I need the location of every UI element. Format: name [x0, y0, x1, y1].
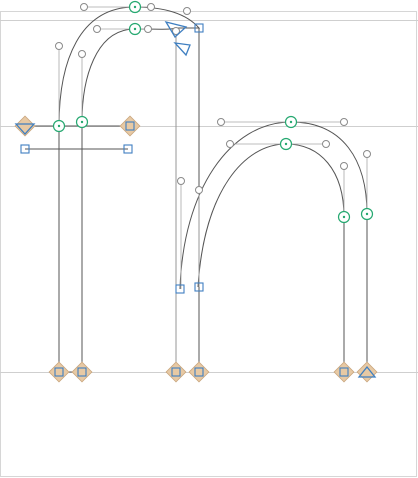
f-contour-path[interactable] [58, 6, 201, 373]
n-arch-outer-path[interactable] [179, 121, 368, 372]
smooth-node[interactable] [337, 210, 351, 224]
control-point[interactable] [195, 186, 203, 194]
smooth-node[interactable] [360, 207, 374, 221]
anchor-diamond[interactable] [188, 361, 210, 383]
anchor-diamond[interactable] [14, 115, 36, 137]
control-point[interactable] [177, 177, 185, 185]
start-point-triangle-icon[interactable] [14, 123, 36, 135]
control-point[interactable] [144, 25, 152, 33]
n-arch-inner-path[interactable] [197, 143, 345, 372]
control-point[interactable] [78, 50, 86, 58]
control-point[interactable] [363, 150, 371, 158]
control-point[interactable] [172, 27, 180, 35]
anchors[interactable] [14, 115, 378, 383]
control-handles [58, 6, 368, 372]
smooth-node[interactable] [284, 115, 298, 129]
start-point-triangle-icon[interactable] [173, 42, 191, 57]
corner-node[interactable] [194, 367, 204, 377]
control-point[interactable] [340, 118, 348, 126]
glyph-f-outline[interactable] [25, 6, 201, 373]
corner-node[interactable] [20, 144, 30, 154]
control-point[interactable] [217, 118, 225, 126]
corner-node[interactable] [339, 367, 349, 377]
anchor-diamond[interactable] [48, 361, 70, 383]
smooth-node[interactable] [75, 115, 89, 129]
anchor-diamond[interactable] [333, 361, 355, 383]
corner-node[interactable] [77, 367, 87, 377]
control-point[interactable] [80, 3, 88, 11]
control-point[interactable] [340, 162, 348, 170]
corner-nodes[interactable] [20, 23, 349, 377]
corner-node[interactable] [54, 367, 64, 377]
control-point[interactable] [183, 7, 191, 15]
glyph-label: fn [0, 0, 1, 1]
control-point[interactable] [93, 25, 101, 33]
anchor-diamond[interactable] [71, 361, 93, 383]
start-point-triangle-icon[interactable] [164, 20, 188, 39]
smooth-node[interactable] [52, 119, 66, 133]
start-point-triangle-icon[interactable] [357, 365, 377, 378]
corner-node[interactable] [123, 144, 133, 154]
corner-node[interactable] [194, 282, 204, 292]
control-point[interactable] [55, 42, 63, 50]
glyph-frame [0, 11, 417, 477]
anchor-diamond[interactable] [165, 361, 187, 383]
control-point[interactable] [322, 140, 330, 148]
control-point[interactable] [226, 140, 234, 148]
glyph-n-outline[interactable] [179, 121, 368, 372]
smooth-node[interactable] [128, 22, 142, 36]
corner-node[interactable] [175, 284, 185, 294]
smooth-node[interactable] [279, 137, 293, 151]
anchor-diamond[interactable] [356, 361, 378, 383]
smooth-nodes[interactable] [52, 0, 374, 224]
corner-node[interactable] [171, 367, 181, 377]
corner-node[interactable] [194, 23, 204, 33]
start-point-markers[interactable] [14, 20, 377, 378]
corner-node[interactable] [125, 121, 135, 131]
anchor-diamond[interactable] [119, 115, 141, 137]
control-point[interactable] [147, 3, 155, 11]
off-curve-points[interactable] [55, 3, 371, 194]
smooth-node[interactable] [128, 0, 142, 14]
